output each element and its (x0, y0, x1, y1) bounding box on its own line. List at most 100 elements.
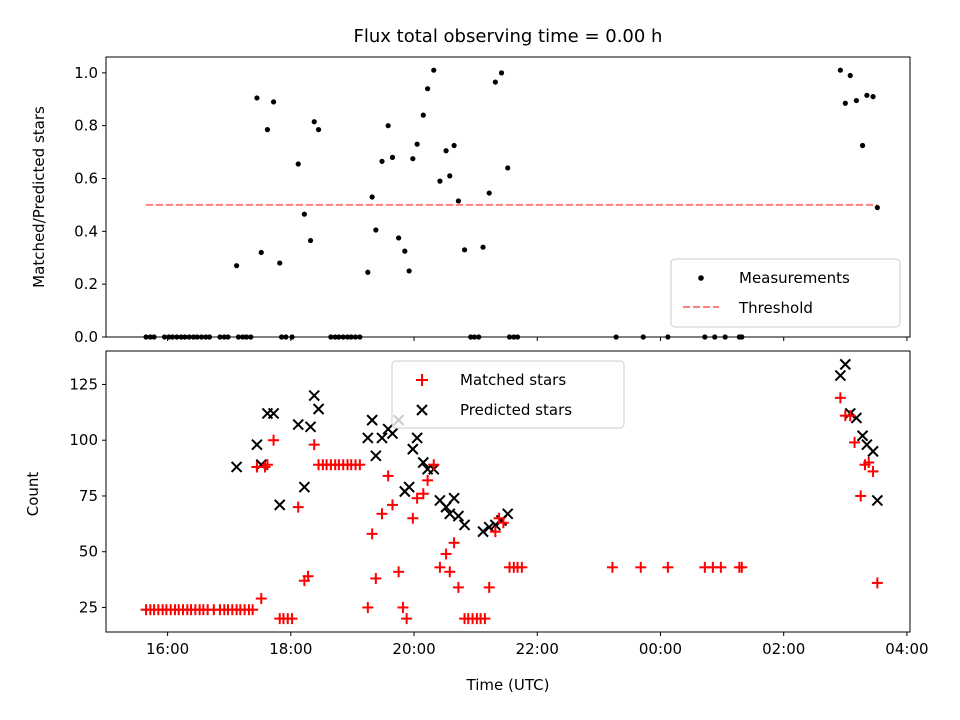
measurement-point (264, 127, 271, 133)
matched-star-point (401, 613, 413, 625)
measurement-point (234, 263, 240, 269)
measurement-point (443, 148, 449, 154)
matched-star-point (366, 528, 378, 540)
matched-star-point (386, 499, 398, 511)
top-y-tick-label: 0.6 (74, 170, 98, 188)
measurement-point (301, 211, 307, 217)
predicted-star-point (267, 407, 280, 420)
matched-star-point (736, 561, 748, 573)
bottom-x-ticks: 16:00 18:00 20:00 22:00 00:00 02:00 04:00 (146, 632, 929, 658)
measurement-point (498, 70, 505, 76)
matched-star-point (715, 561, 727, 573)
matched-star-point (382, 470, 394, 482)
figure-title: Flux total observing time = 0.00 h (354, 26, 663, 47)
measurement-point (385, 123, 391, 129)
top-y-tick-label: 1.0 (74, 64, 98, 82)
measurement-point (486, 190, 492, 196)
matched-star-point (255, 593, 267, 605)
predicted-star-point (856, 430, 869, 442)
predicted-star-point (403, 481, 415, 493)
predicted-star-point (501, 508, 514, 520)
matched-star-point (286, 613, 298, 625)
measurement-point (447, 173, 453, 179)
measurement-point (410, 156, 416, 162)
matched-star-point (844, 410, 856, 422)
predicted-star-point (411, 432, 423, 444)
measurement-point (461, 247, 468, 253)
predicted-stars-legend-marker (416, 404, 428, 416)
matched-star-point (308, 439, 320, 451)
matched-stars-legend-label: Matched stars (460, 371, 566, 389)
measurement-point (270, 99, 277, 105)
predicted-star-point (366, 414, 378, 426)
bottom-axes-frame (105, 350, 911, 633)
top-x-ticks (167, 337, 908, 341)
predicted-star-point (850, 412, 863, 424)
measurement-point (837, 67, 843, 73)
predicted-star-point (407, 443, 419, 455)
matched-star-point (268, 434, 280, 446)
predicted-stars-legend-label: Predicted stars (460, 401, 572, 419)
predicted-star-point (292, 418, 304, 431)
measurement-point (373, 227, 379, 233)
predicted-star-point (362, 432, 374, 444)
predicted-star-point (458, 519, 471, 531)
x-tick-label: 22:00 (516, 640, 559, 658)
measurement-point (396, 235, 402, 241)
measurement-point (414, 141, 420, 147)
predicted-star-point (298, 481, 311, 493)
measurement-point (258, 249, 264, 256)
predicted-star-point (444, 508, 456, 520)
predicted-star-point (839, 358, 852, 371)
predicted-star-point (417, 456, 429, 469)
bottom-y-axis-label: Count (24, 472, 42, 517)
matched-star-point (428, 459, 440, 471)
bottom-legend[interactable]: Matched stars Predicted stars (391, 360, 625, 429)
bottom-y-tick-label: 100 (69, 431, 98, 449)
top-panel: 0.0 0.2 0.4 0.6 0.8 1.0 Matched/Predicted sta… (30, 56, 911, 346)
matched-star-point (411, 492, 423, 504)
matched-star-point (362, 601, 374, 613)
measurement-point (315, 127, 322, 133)
bottom-y-tick-label: 75 (79, 487, 98, 505)
bottom-y-ticks: 25 50 75 100 125 (69, 375, 106, 616)
x-tick-label: 04:00 (885, 640, 928, 658)
matched-star-point (479, 613, 491, 625)
measurement-point (425, 86, 431, 92)
matched-star-point (871, 577, 883, 589)
x-tick-label: 02:00 (762, 640, 805, 658)
matched-star-point (867, 465, 879, 477)
measurement-point (874, 204, 880, 211)
matched-star-point (863, 457, 875, 469)
matched-star-point (834, 392, 846, 404)
measurement-point (379, 158, 385, 164)
predicted-star-point (230, 461, 243, 473)
measurement-point (389, 154, 396, 160)
top-legend-box (670, 258, 901, 328)
matched-star-point (448, 537, 460, 549)
x-tick-label: 18:00 (269, 640, 312, 658)
bottom-y-tick-label: 125 (69, 375, 98, 393)
matched-star-point (635, 561, 647, 573)
predicted-star-point (452, 510, 465, 522)
measurement-point (369, 194, 375, 200)
matched-star-point (393, 566, 405, 578)
top-legend[interactable]: Measurements Threshold (670, 258, 901, 328)
measurements-legend-label: Measurements (739, 269, 850, 287)
measurement-point (420, 112, 426, 118)
matched-star-point (483, 581, 495, 593)
predicted-star-point (871, 494, 884, 507)
matched-star-point (247, 604, 259, 616)
top-y-ticks: 0.0 0.2 0.4 0.6 0.8 1.0 (74, 64, 106, 346)
measurement-point (437, 178, 443, 184)
matched-star-point (354, 459, 366, 471)
bottom-legend-box (391, 360, 625, 429)
predicted-star-point (477, 525, 489, 538)
matched-star-point (849, 436, 861, 448)
x-tick-label: 00:00 (639, 640, 682, 658)
measurement-point (307, 237, 314, 244)
matched-star-point (259, 461, 271, 473)
measurement-point (853, 97, 860, 104)
bottom-plot-area (140, 358, 884, 625)
